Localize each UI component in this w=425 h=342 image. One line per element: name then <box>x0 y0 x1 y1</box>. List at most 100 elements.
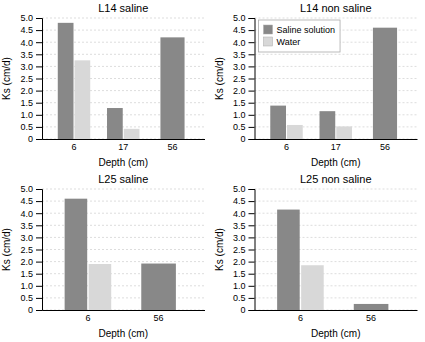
y-tick-label: 5.0 <box>233 13 246 23</box>
y-tick: 5.0 <box>233 184 255 194</box>
y-tick: 4.5 <box>20 196 42 206</box>
y-tick-mark <box>36 274 42 275</box>
y-tick: 0 <box>28 305 42 315</box>
y-tick: 3.5 <box>233 50 255 60</box>
y-tick: 2.0 <box>233 257 255 267</box>
y-tick-label: 2.5 <box>233 74 246 84</box>
y-tick-mark <box>249 262 255 263</box>
x-tick-label: 56 <box>154 313 164 323</box>
bar <box>58 23 74 139</box>
y-tick: 1.5 <box>233 98 255 108</box>
y-tick-mark <box>36 225 42 226</box>
y-tick-label: 3.5 <box>233 221 246 231</box>
y-tick: 2.5 <box>233 74 255 84</box>
y-tick-mark <box>249 91 255 92</box>
y-tick-mark <box>36 103 42 104</box>
bars <box>65 199 176 310</box>
y-tick: 0.5 <box>233 293 255 303</box>
y-tick: 2.0 <box>233 86 255 96</box>
y-tick-mark <box>36 310 42 311</box>
y-tick: 0 <box>240 305 254 315</box>
axis-line <box>255 139 418 140</box>
y-tick: 4.0 <box>233 209 255 219</box>
axis-line <box>36 190 43 311</box>
y-tick: 1.5 <box>233 269 255 279</box>
y-tick: 1.5 <box>20 269 42 279</box>
legend-item: Saline solution <box>264 25 336 35</box>
x-tick: 56 <box>366 313 376 323</box>
y-tick: 5.0 <box>20 13 42 23</box>
bar <box>301 265 324 310</box>
x-tick-label: 6 <box>71 142 76 152</box>
bars <box>58 23 185 139</box>
x-axis-title: Depth (cm) <box>311 328 360 339</box>
y-tick-label: 3.5 <box>20 221 33 231</box>
x-axis: 6 56 <box>43 311 206 324</box>
legend-label: Water <box>277 37 301 47</box>
y-tick-mark <box>249 298 255 299</box>
y-tick-label: 0.5 <box>233 293 246 303</box>
x-tick: 6 <box>284 142 289 152</box>
x-tick: 6 <box>298 313 303 323</box>
y-axis: 00.51.01.52.02.53.03.54.04.55.0 <box>233 13 255 144</box>
bar <box>354 304 389 310</box>
y-axis: 00.51.01.52.02.53.03.54.04.55.0 <box>20 13 42 144</box>
y-tick: 5.0 <box>233 13 255 23</box>
legend-frame <box>259 20 341 52</box>
y-tick-label: 4.5 <box>20 196 33 206</box>
y-tick-label: 2.0 <box>20 86 33 96</box>
y-tick-mark <box>249 79 255 80</box>
x-axis: 6 17 56 <box>255 140 418 153</box>
y-tick: 3.0 <box>233 62 255 72</box>
y-tick-mark <box>249 66 255 67</box>
y-tick: 3.5 <box>233 221 255 231</box>
y-axis: 00.51.01.52.02.53.03.54.04.55.0 <box>20 184 42 315</box>
y-tick-label: 2.5 <box>233 245 246 255</box>
y-tick-label: 0.5 <box>20 122 33 132</box>
y-tick-label: 0 <box>28 305 33 315</box>
y-tick: 5.0 <box>20 184 42 194</box>
y-tick-label: 4.5 <box>233 25 246 35</box>
x-tick-label: 56 <box>380 142 390 152</box>
y-tick-mark <box>36 79 42 80</box>
y-tick-mark <box>249 30 255 31</box>
y-tick-label: 3.0 <box>233 62 246 72</box>
y-tick-label: 3.0 <box>20 233 33 243</box>
x-tick-label: 56 <box>366 313 376 323</box>
y-tick-label: 1.0 <box>233 281 246 291</box>
axis-line <box>255 310 418 311</box>
y-tick: 1.0 <box>233 110 255 120</box>
y-tick-label: 3.0 <box>233 233 246 243</box>
x-tick-label: 56 <box>167 142 177 152</box>
y-tick-label: 5.0 <box>20 184 33 194</box>
y-tick-label: 0.5 <box>20 293 33 303</box>
legend-label: Saline solution <box>277 25 336 35</box>
axis-line <box>43 139 206 140</box>
y-tick-mark <box>36 237 42 238</box>
bar <box>107 108 123 139</box>
y-tick: 3.0 <box>20 233 42 243</box>
x-tick-label: 6 <box>284 142 289 152</box>
x-axis-title: Depth (cm) <box>99 328 148 339</box>
bar <box>65 199 88 310</box>
y-tick-mark <box>249 225 255 226</box>
title: L25 non saline <box>300 173 372 185</box>
legend-swatch <box>264 25 273 34</box>
bar <box>277 210 300 310</box>
title: L14 saline <box>98 2 148 14</box>
bar <box>270 106 286 139</box>
y-axis-title: Ks (cm/d) <box>1 228 12 271</box>
y-tick-mark <box>36 91 42 92</box>
y-tick-label: 4.0 <box>233 209 246 219</box>
bar <box>75 60 91 139</box>
y-tick-mark <box>36 139 42 140</box>
x-tick-label: 17 <box>331 142 341 152</box>
y-tick-mark <box>36 250 42 251</box>
y-tick-mark <box>36 42 42 43</box>
grid <box>255 18 418 139</box>
y-tick-label: 2.0 <box>233 86 246 96</box>
y-tick: 2.0 <box>20 257 42 267</box>
grid-line <box>255 189 418 190</box>
x-tick: 6 <box>85 313 90 323</box>
title: L14 non saline <box>300 2 372 14</box>
